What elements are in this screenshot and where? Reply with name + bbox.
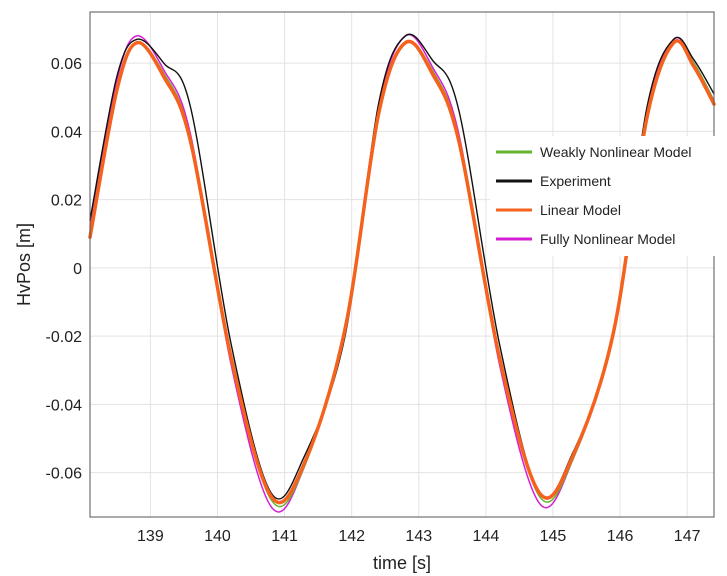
y-tick-label: 0.06 [51,56,82,73]
y-tick-label: 0.02 [51,193,82,210]
legend-label: Linear Model [540,202,621,218]
legend-label: Experiment [540,173,611,189]
y-tick-label: 0.04 [51,124,82,141]
tick-labels: 139 140 141 142 143 144 145 146 147 0.06 0.04 0.02 0… [46,56,701,545]
x-tick-label: 142 [338,528,365,545]
x-tick-label: 141 [271,528,298,545]
x-tick-label: 143 [405,528,432,545]
plot-frame [89,11,715,518]
x-tick-label: 147 [674,528,701,545]
legend-label: Fully Nonlinear Model [540,231,675,247]
x-axis-label: time [s] [373,553,431,573]
y-axis-label: HvPos [m] [14,223,34,306]
y-tick-label: -0.04 [46,397,83,414]
y-tick-label: 0 [73,261,82,278]
x-tick-label: 140 [204,528,231,545]
x-tick-label: 145 [540,528,567,545]
y-tick-label: -0.06 [46,466,83,483]
series-line [88,39,716,505]
x-tick-label: 146 [607,528,634,545]
legend-label: Weakly Nonlinear Model [540,144,691,160]
legend-box [490,136,722,256]
y-tick-label: -0.02 [46,329,83,346]
series-layer [88,33,716,513]
legend: Weakly Nonlinear Model Experiment Linear M… [490,136,722,256]
x-tick-label: 144 [473,528,500,545]
x-tick-label: 139 [137,528,164,545]
